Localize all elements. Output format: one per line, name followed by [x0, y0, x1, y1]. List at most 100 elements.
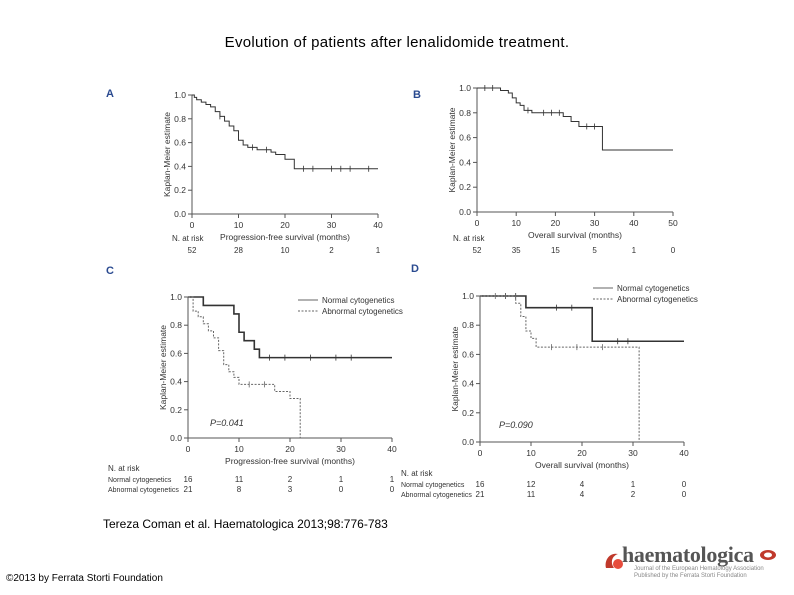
society-logo-icon [760, 550, 776, 560]
risk-value: 0 [390, 485, 395, 494]
risk-value: 16 [184, 475, 193, 484]
y-tick-label: 0.6 [170, 348, 182, 358]
x-tick-label: 10 [234, 444, 244, 454]
logo-name: haematologica [622, 542, 754, 567]
y-tick-label: 0.4 [459, 157, 471, 167]
risk-value: 1 [390, 475, 395, 484]
slide-title: Evolution of patients after lenalidomide… [224, 34, 570, 51]
y-tick-label: 1.0 [462, 291, 474, 301]
y-tick-label: 0.2 [174, 185, 186, 195]
p-value: P=0.041 [210, 418, 244, 428]
x-tick-label: 30 [590, 218, 600, 228]
risk-value: 1 [632, 246, 637, 255]
km-curve-abnormal [480, 295, 640, 442]
x-tick-label: 50 [668, 218, 678, 228]
y-tick-label: 0.6 [459, 133, 471, 143]
x-tick-label: 40 [679, 448, 689, 458]
risk-table-header: N. at risk [108, 464, 141, 473]
panel-letter: B [413, 89, 421, 101]
risk-row-label: Abnormal cytogenetics [108, 487, 179, 494]
legend-label: Abnormal cytogenetics [322, 307, 403, 316]
risk-table-header: N. at risk [172, 234, 205, 243]
y-tick-label: 0.6 [174, 138, 186, 148]
y-axis-label: Kaplan-Meier estimate [447, 107, 457, 192]
legend-label: Normal cytogenetics [617, 284, 689, 293]
y-tick-label: 0.4 [170, 377, 182, 387]
legend-label: Normal cytogenetics [322, 296, 394, 305]
x-axis-label: Overall survival (months) [535, 460, 629, 470]
x-tick-label: 20 [577, 448, 587, 458]
p-value: P=0.090 [499, 420, 533, 430]
risk-value: 0 [682, 490, 687, 499]
risk-value: 2 [288, 475, 293, 484]
y-tick-label: 1.0 [170, 292, 182, 302]
panel-c: C0.00.20.40.60.81.00 10 20 30 40Progression-… [106, 265, 403, 494]
x-tick-label: 10 [511, 218, 521, 228]
x-tick-label: 40 [629, 218, 639, 228]
risk-value: 21 [476, 490, 485, 499]
y-tick-label: 0.8 [459, 108, 471, 118]
risk-value: 1 [339, 475, 344, 484]
risk-value: 1 [631, 480, 636, 489]
risk-table-header: N. at risk [401, 469, 434, 478]
risk-row-label: Normal cytogenetics [401, 482, 465, 489]
y-tick-label: 1.0 [174, 90, 186, 100]
y-tick-label: 0.2 [459, 182, 471, 192]
risk-row-label: Abnormal cytogenetics [401, 492, 472, 499]
km-curve-normal [480, 295, 684, 343]
x-axis-label: Progression-free survival (months) [220, 232, 350, 242]
y-tick-label: 0.2 [462, 408, 474, 418]
y-tick-label: 1.0 [459, 83, 471, 93]
risk-value: 0 [671, 246, 676, 255]
y-tick-label: 0.6 [462, 349, 474, 359]
logo-subtitle-2: Published by the Ferrata Storti Foundati… [634, 573, 747, 579]
x-tick-label: 0 [478, 448, 483, 458]
x-tick-label: 30 [336, 444, 346, 454]
risk-value: 52 [473, 246, 482, 255]
panel-letter: A [106, 88, 114, 100]
risk-value: 28 [234, 246, 243, 255]
panel-letter: D [411, 263, 419, 275]
risk-value: 4 [580, 480, 585, 489]
x-tick-label: 20 [280, 220, 290, 230]
risk-value: 8 [237, 485, 242, 494]
risk-value: 11 [527, 490, 536, 499]
km-curve-all [477, 87, 673, 151]
risk-value: 4 [580, 490, 585, 499]
logo-subtitle-1: Journal of the European Hematology Assoc… [634, 566, 764, 572]
risk-value: 52 [188, 246, 197, 255]
y-axis-label: Kaplan-Meier estimate [158, 325, 168, 410]
y-axis-label: Kaplan-Meier estimate [162, 112, 172, 197]
risk-value: 21 [184, 485, 193, 494]
x-tick-label: 10 [234, 220, 244, 230]
x-tick-label: 40 [387, 444, 397, 454]
x-tick-label: 40 [373, 220, 383, 230]
risk-value: 2 [329, 246, 334, 255]
logo-mark-icon [605, 553, 623, 569]
risk-value: 5 [592, 246, 597, 255]
x-tick-label: 30 [628, 448, 638, 458]
haematologica-logo: haematologica Journal of the European He… [600, 542, 790, 582]
risk-row-label: Normal cytogenetics [108, 477, 172, 484]
y-tick-label: 0.4 [462, 379, 474, 389]
km-curve-abnormal [188, 296, 301, 438]
x-axis-label: Progression-free survival (months) [225, 456, 355, 466]
x-tick-label: 20 [551, 218, 561, 228]
risk-table-header: N. at risk [453, 234, 486, 243]
x-tick-label: 0 [186, 444, 191, 454]
y-tick-label: 0.8 [174, 114, 186, 124]
risk-value: 10 [281, 246, 290, 255]
x-tick-label: 10 [526, 448, 536, 458]
y-tick-label: 0.0 [459, 207, 471, 217]
y-tick-label: 0.0 [462, 437, 474, 447]
panel-a: A 0.0 0.2 0.4 0.6 0.8 1.0 0 10 20 30 40 Progression-… [106, 88, 383, 255]
legend-label: Abnormal cytogenetics [617, 295, 698, 304]
risk-value: 15 [551, 246, 560, 255]
x-tick-label: 0 [190, 220, 195, 230]
x-tick-label: 30 [327, 220, 337, 230]
panel-letter: C [106, 265, 114, 277]
risk-value: 1 [376, 246, 381, 255]
copyright: ©2013 by Ferrata Storti Foundation [6, 573, 163, 584]
y-tick-label: 0.0 [174, 209, 186, 219]
